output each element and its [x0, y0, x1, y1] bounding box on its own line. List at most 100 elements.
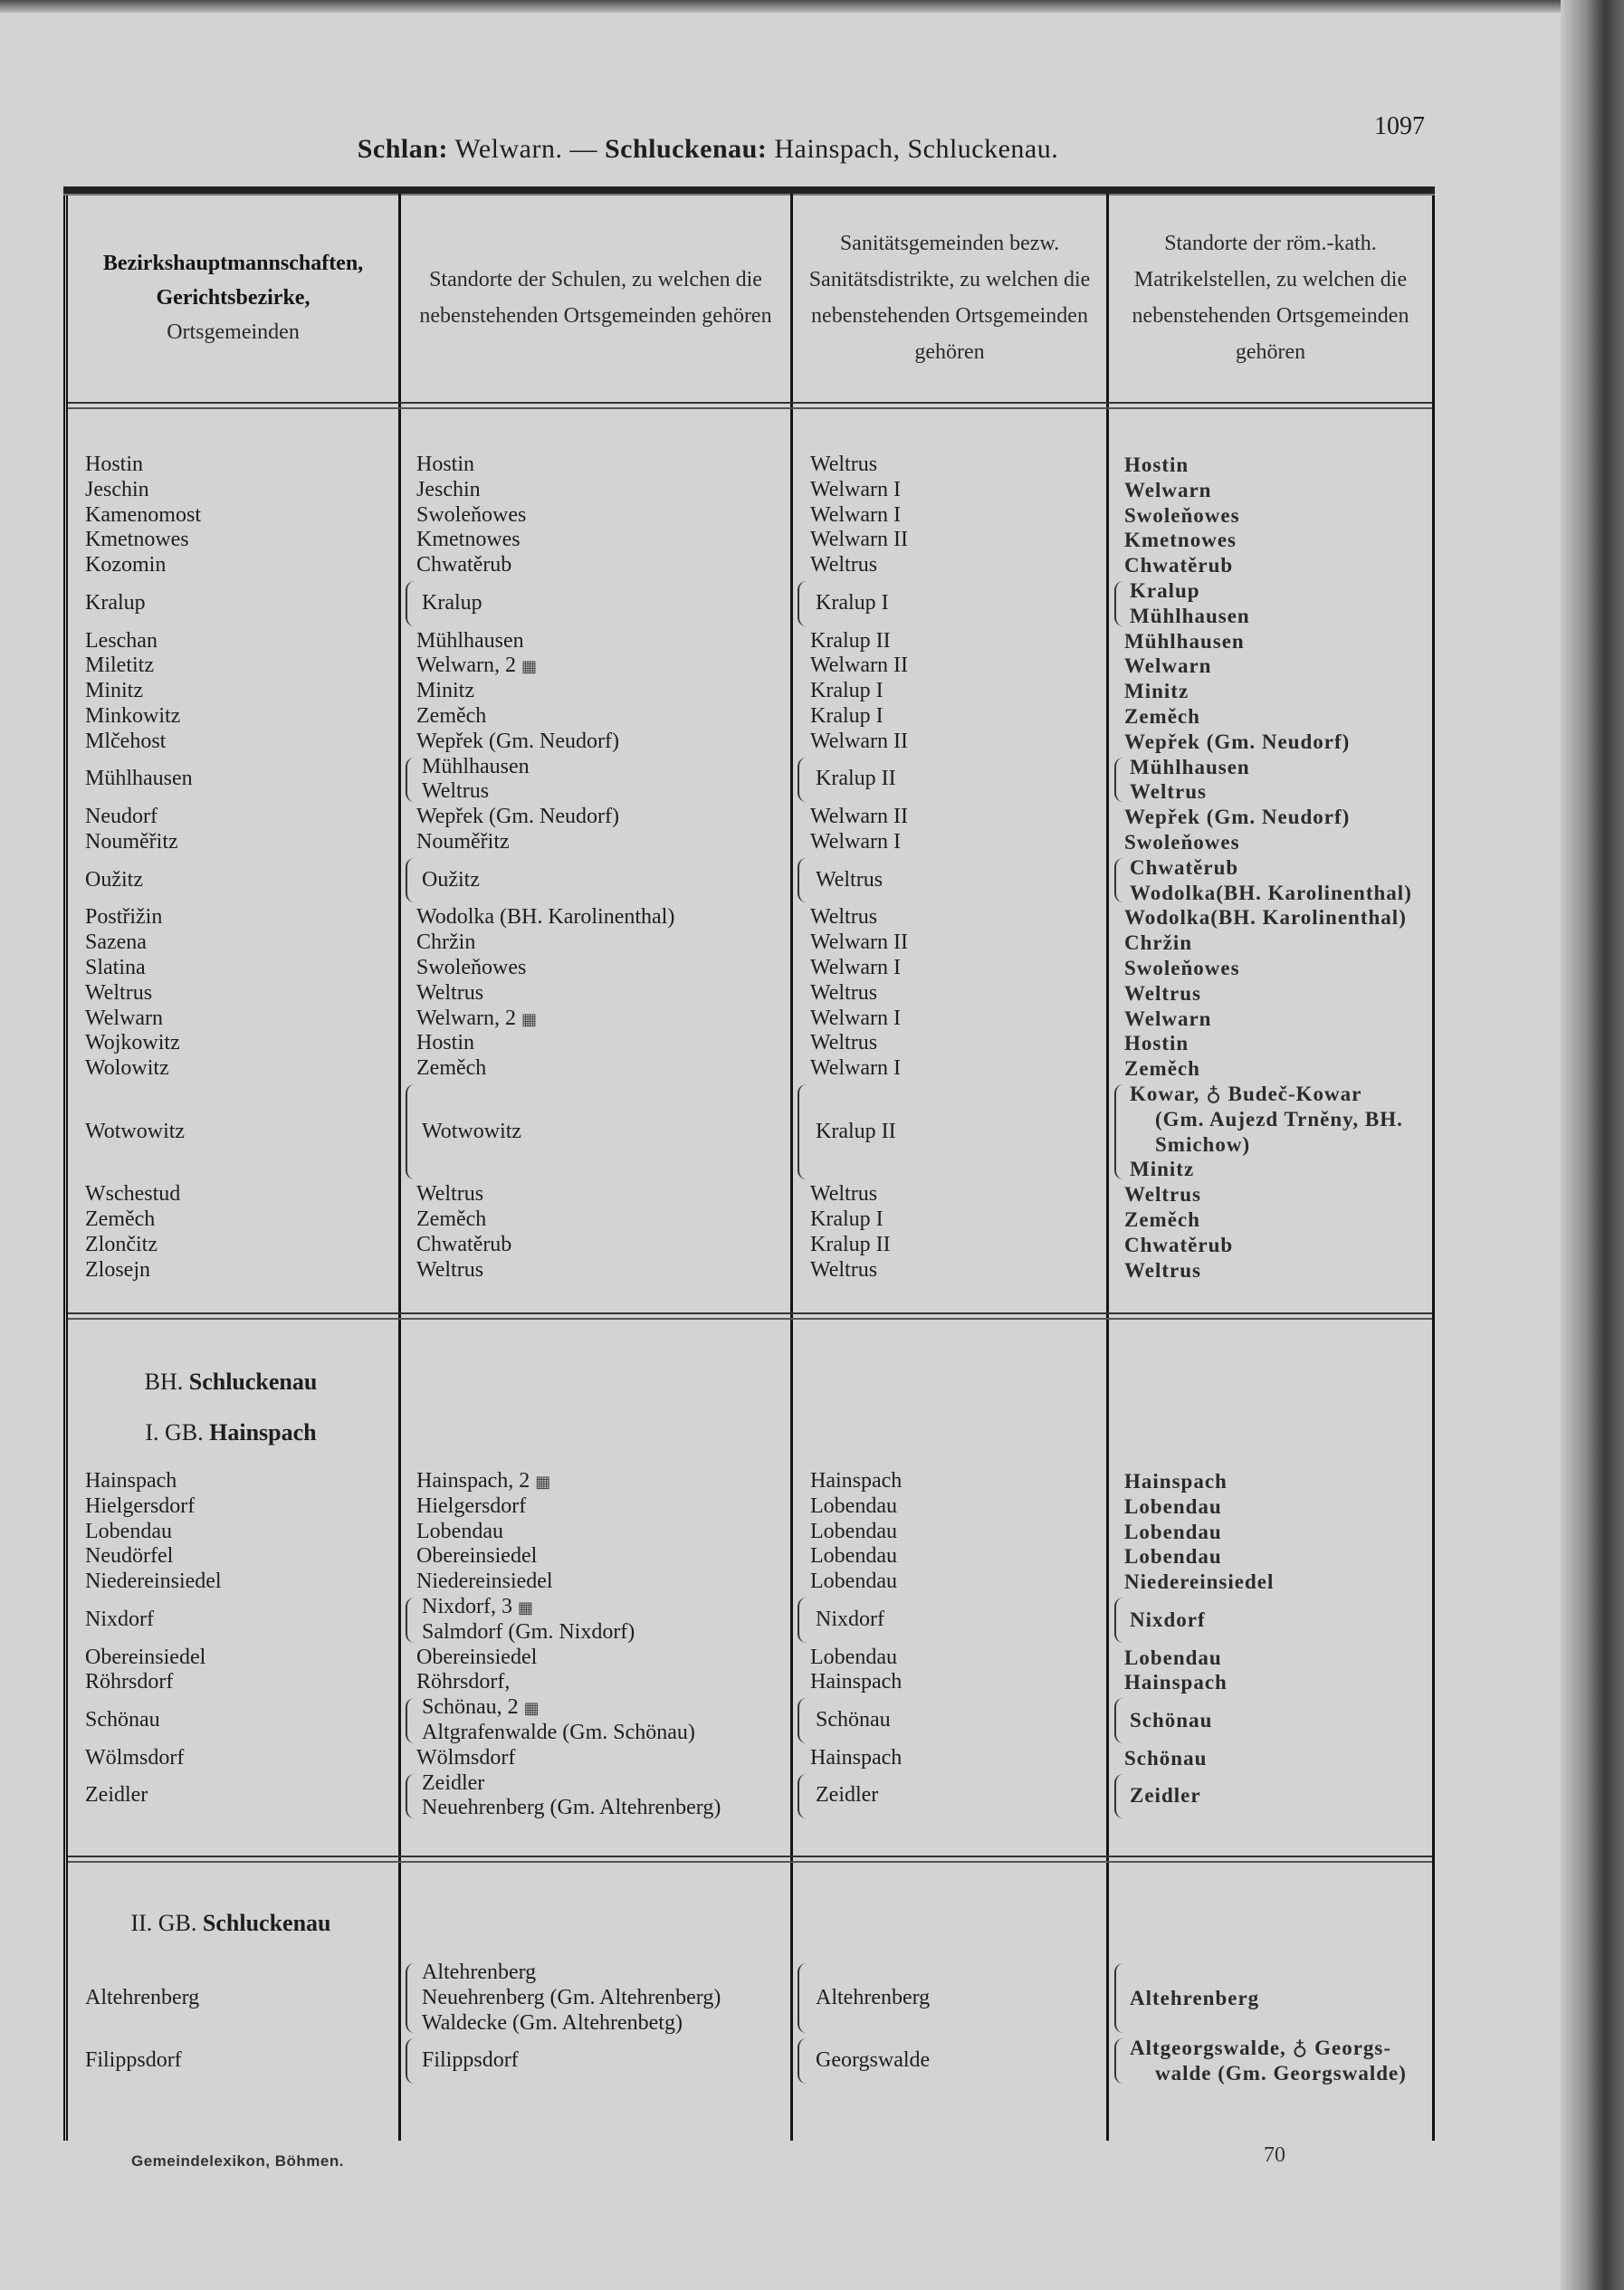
parish-register-name: Welwarn: [1124, 654, 1211, 679]
municipality-name: Wölmsdorf: [85, 1746, 184, 1771]
place-name: Kralup: [1130, 578, 1200, 602]
cell-lines: Wotwowitz: [85, 1120, 185, 1145]
sanitary-district-name: Lobendau: [810, 1646, 897, 1671]
table-row: Wölmsdorf Wölmsdorf Hainspach Schönau: [63, 1746, 1435, 1771]
place-name: Weltrus: [1130, 780, 1207, 804]
sanitary-district-cell: Weltrus: [790, 553, 1107, 578]
table-row: Zlosejn Weltrus Weltrus Weltrus: [63, 1258, 1435, 1283]
cell-lines: Zeidler Neuehrenberg (Gm. Altehrenberg): [416, 1771, 721, 1822]
school-cell: Weltrus: [398, 1182, 790, 1207]
municipality-name: Slatina: [85, 956, 146, 981]
municipality-name: Minitz: [85, 679, 143, 704]
parish-register-name: Nixdorf: [1130, 1608, 1206, 1633]
cell-lines: Swoleňowes: [1124, 503, 1240, 529]
header-bold-2: Gerichtsbezirke,: [156, 286, 310, 310]
cell-lines: Kralup I: [810, 591, 889, 616]
cell-lines: Welwarn II: [810, 805, 908, 830]
place-name: Filippsdorf: [85, 2048, 182, 2073]
cell-lines: Weltrus: [810, 453, 877, 478]
municipality-name: Mlčehost: [85, 730, 166, 755]
place-name: Jeschin: [85, 477, 149, 501]
parish-register-name: Altgeorgswalde, ♁ Georgs-: [1130, 2036, 1407, 2061]
school-cell: Hostin: [398, 453, 790, 478]
table-row: Kmetnowes Kmetnowes Welwarn II Kmetnowes: [63, 528, 1435, 553]
cell-lines: Lobendau: [1124, 1646, 1222, 1671]
footer-publication: Gemeindelexikon, Böhmen.: [131, 2152, 344, 2170]
sanitary-district-cell: Kralup I: [790, 679, 1107, 704]
brace-mark: [406, 757, 415, 803]
cell-lines: Zeměch: [1124, 704, 1200, 730]
place-name: Hainspach: [810, 1670, 903, 1694]
place-name: Hielgersdorf: [85, 1493, 196, 1518]
cell-lines: Swoleňowes: [416, 503, 526, 529]
heading-name: Hainspach: [209, 1419, 317, 1446]
place-name: Schönau: [816, 1708, 891, 1732]
place-name: Weltrus: [810, 1182, 878, 1207]
place-name: Weltrus: [416, 1182, 484, 1207]
parish-register-name: Mühlhausen: [1130, 755, 1250, 780]
municipality-name: Kralup: [85, 591, 146, 616]
cell-lines: Lobendau: [1124, 1544, 1222, 1570]
cell-lines: Welwarn: [1124, 478, 1211, 503]
place-name: Oužitz: [85, 867, 143, 892]
cell-lines: Chržin: [1124, 930, 1192, 956]
school-cell: Chwatěrub: [398, 553, 790, 578]
place-name: Neuehrenberg (Gm. Altehrenberg): [422, 1985, 721, 2009]
parish-register-cell: Kmetnowes: [1107, 528, 1435, 553]
school-name: Swoleňowes: [416, 956, 526, 981]
place-name: Zeměch: [416, 1207, 487, 1231]
school-name: Zeměch: [416, 704, 486, 730]
cell-lines: Mühlhausen Weltrus: [1124, 755, 1250, 806]
school-cell: Wölmsdorf: [398, 1746, 790, 1771]
school-cell: Mühlhausen Weltrus: [398, 755, 790, 806]
municipality-name: Altehrenberg: [85, 1986, 199, 2011]
section-heading-court-district: I. GB. Hainspach: [63, 1419, 398, 1446]
municipality-cell: Röhrsdorf: [63, 1670, 398, 1695]
place-name: Schönau: [1124, 1746, 1208, 1770]
column-header-sanitary: Sanitätsgemeinden bezw. Sanitätsdistrikt…: [793, 194, 1106, 402]
school-cell: Nouměřitz: [398, 830, 790, 855]
place-name: Chwatěrub: [416, 553, 512, 577]
place-name: Minitz: [1130, 1158, 1195, 1181]
place-name: Kowar, ♁ Budeč-Kowar: [1130, 1082, 1362, 1105]
cell-lines: Welwarn I: [810, 1007, 901, 1032]
brace-mark: [798, 580, 807, 626]
sanitary-district-name: Welwarn II: [810, 930, 908, 956]
brace-mark: [798, 1963, 807, 2034]
cell-lines: Wschestud: [85, 1182, 180, 1207]
place-name: Minitz: [85, 679, 143, 703]
school-name: Wodolka (BH. Karolinenthal): [416, 905, 674, 930]
cell-lines: Schönau: [1124, 1746, 1207, 1771]
place-name: Welwarn, 2: [416, 1006, 517, 1030]
place-name: Slatina: [85, 955, 146, 979]
cell-lines: Chwatěrub: [1124, 553, 1233, 578]
table-row: Mlčehost Wepřek (Gm. Neudorf) Welwarn II We…: [63, 730, 1435, 755]
school-icon: ▦: [535, 1473, 551, 1491]
brace-mark: [1114, 757, 1123, 803]
cell-lines: Altehrenberg: [85, 1986, 199, 2011]
school-name: Welwarn, 2 ▦: [416, 1007, 537, 1032]
cell-lines: Wepřek (Gm. Neudorf): [416, 805, 619, 830]
place-name: Wölmsdorf: [85, 1745, 185, 1770]
cell-lines: Hainspach, 2 ▦: [416, 1469, 550, 1494]
school-name: Schönau, 2 ▦: [422, 1695, 695, 1721]
municipality-name: Zlončitz: [85, 1233, 158, 1258]
sanitary-district-name: Kralup II: [810, 1233, 891, 1258]
table-row: Lobendau Lobendau Lobendau Lobendau: [63, 1520, 1435, 1545]
sanitary-district-name: Hainspach: [810, 1469, 902, 1494]
place-name: Swoleňowes: [416, 955, 527, 979]
place-name: Filippsdorf: [422, 2048, 519, 2073]
place-name: Neudorf: [85, 805, 158, 829]
table-row: Mühlhausen Mühlhausen Weltrus Kralup II Mühl…: [63, 755, 1435, 806]
parish-register-name: Chržin: [1124, 930, 1192, 956]
column-header-municipalities: Bezirkshauptmannschaften, Gerichtsbezirke…: [68, 194, 398, 402]
parish-register-cell: Hostin: [1107, 453, 1435, 478]
cell-lines: Zeidler: [1124, 1783, 1201, 1808]
parish-register-cell: Swoleňowes: [1107, 956, 1435, 981]
sanitary-district-name: Kralup I: [810, 679, 884, 704]
cell-lines: Obereinsiedel: [416, 1646, 537, 1671]
parish-register-cell: Swoleňowes: [1107, 830, 1435, 855]
school-name: Jeschin: [416, 478, 481, 503]
sanitary-district-name: Kralup II: [816, 767, 896, 792]
parish-register-cell: Lobendau: [1107, 1494, 1435, 1520]
